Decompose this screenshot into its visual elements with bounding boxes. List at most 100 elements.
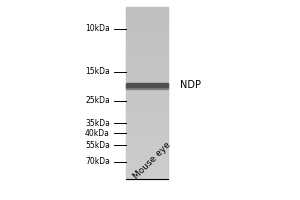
Bar — [126, 147, 168, 149]
Bar — [126, 83, 168, 85]
Text: Mouse eye: Mouse eye — [132, 140, 172, 181]
Bar — [126, 94, 168, 96]
Bar — [126, 173, 168, 175]
Bar — [126, 78, 168, 80]
Bar — [126, 50, 168, 52]
Bar — [126, 20, 168, 22]
Bar — [126, 27, 168, 29]
Bar — [126, 168, 168, 170]
Bar — [126, 146, 168, 147]
Bar — [126, 117, 168, 119]
Bar — [126, 143, 168, 145]
Bar — [126, 156, 168, 157]
Bar — [126, 37, 168, 39]
Bar — [126, 130, 168, 132]
Text: 10kDa: 10kDa — [85, 24, 110, 33]
Bar — [126, 71, 168, 73]
Bar — [126, 67, 168, 69]
Text: 55kDa: 55kDa — [85, 141, 110, 150]
Bar — [126, 176, 168, 177]
Text: 70kDa: 70kDa — [85, 157, 110, 166]
Bar — [126, 30, 168, 32]
Bar — [126, 87, 168, 89]
Bar — [126, 116, 168, 117]
Bar — [126, 76, 168, 77]
Bar — [126, 36, 168, 37]
Bar — [126, 144, 168, 146]
Text: 15kDa: 15kDa — [85, 67, 110, 76]
Text: 35kDa: 35kDa — [85, 119, 110, 128]
Bar — [126, 134, 168, 136]
Bar — [126, 86, 168, 87]
Bar — [126, 136, 168, 137]
Bar — [126, 83, 168, 87]
Bar — [126, 151, 168, 153]
Bar — [126, 161, 168, 163]
Bar — [126, 54, 168, 56]
Bar — [126, 166, 168, 167]
Bar — [126, 150, 168, 152]
Bar — [126, 11, 168, 13]
Bar — [126, 44, 168, 46]
Bar — [126, 138, 168, 140]
Bar — [126, 57, 168, 59]
Bar — [126, 93, 168, 95]
Bar — [126, 110, 168, 112]
Bar — [126, 108, 168, 110]
Bar — [126, 87, 168, 89]
Bar — [126, 157, 168, 159]
Bar — [126, 14, 168, 16]
Bar — [126, 51, 168, 53]
Bar — [126, 18, 168, 20]
Bar — [126, 98, 168, 100]
Bar — [126, 70, 168, 72]
Bar — [126, 107, 168, 109]
Bar — [126, 13, 168, 14]
Bar — [126, 61, 168, 63]
Bar — [126, 33, 168, 34]
Bar — [126, 140, 168, 142]
Bar — [126, 77, 168, 79]
Bar — [126, 34, 168, 36]
Bar — [126, 8, 168, 10]
Bar — [126, 120, 168, 122]
Bar — [126, 66, 168, 67]
Bar — [126, 80, 168, 82]
Bar — [126, 21, 168, 23]
Bar — [126, 154, 168, 156]
Bar — [126, 40, 168, 42]
Bar — [126, 96, 168, 97]
Bar — [126, 111, 168, 113]
Bar — [126, 103, 168, 105]
Bar — [126, 15, 168, 17]
Bar — [126, 64, 168, 66]
Bar — [126, 104, 168, 106]
Bar — [126, 123, 168, 125]
Bar — [126, 167, 168, 169]
Bar — [126, 38, 168, 40]
Bar — [126, 126, 168, 127]
Bar — [126, 127, 168, 129]
Bar — [126, 7, 168, 9]
Bar — [126, 177, 168, 179]
Text: NDP: NDP — [180, 80, 201, 90]
Bar — [126, 118, 168, 120]
Text: 40kDa: 40kDa — [85, 129, 110, 138]
Bar — [126, 160, 168, 162]
Bar — [126, 24, 168, 26]
Bar — [126, 133, 168, 135]
Bar — [126, 48, 168, 50]
Bar — [126, 25, 168, 27]
Bar — [126, 170, 168, 172]
Bar — [126, 47, 168, 49]
Bar — [126, 171, 168, 173]
Bar — [126, 74, 168, 76]
Bar — [126, 121, 168, 123]
Bar — [126, 43, 168, 44]
Bar — [126, 97, 168, 99]
Bar — [126, 174, 168, 176]
Bar — [126, 137, 168, 139]
Bar — [126, 28, 168, 30]
Bar — [126, 81, 168, 83]
Bar — [126, 124, 168, 126]
